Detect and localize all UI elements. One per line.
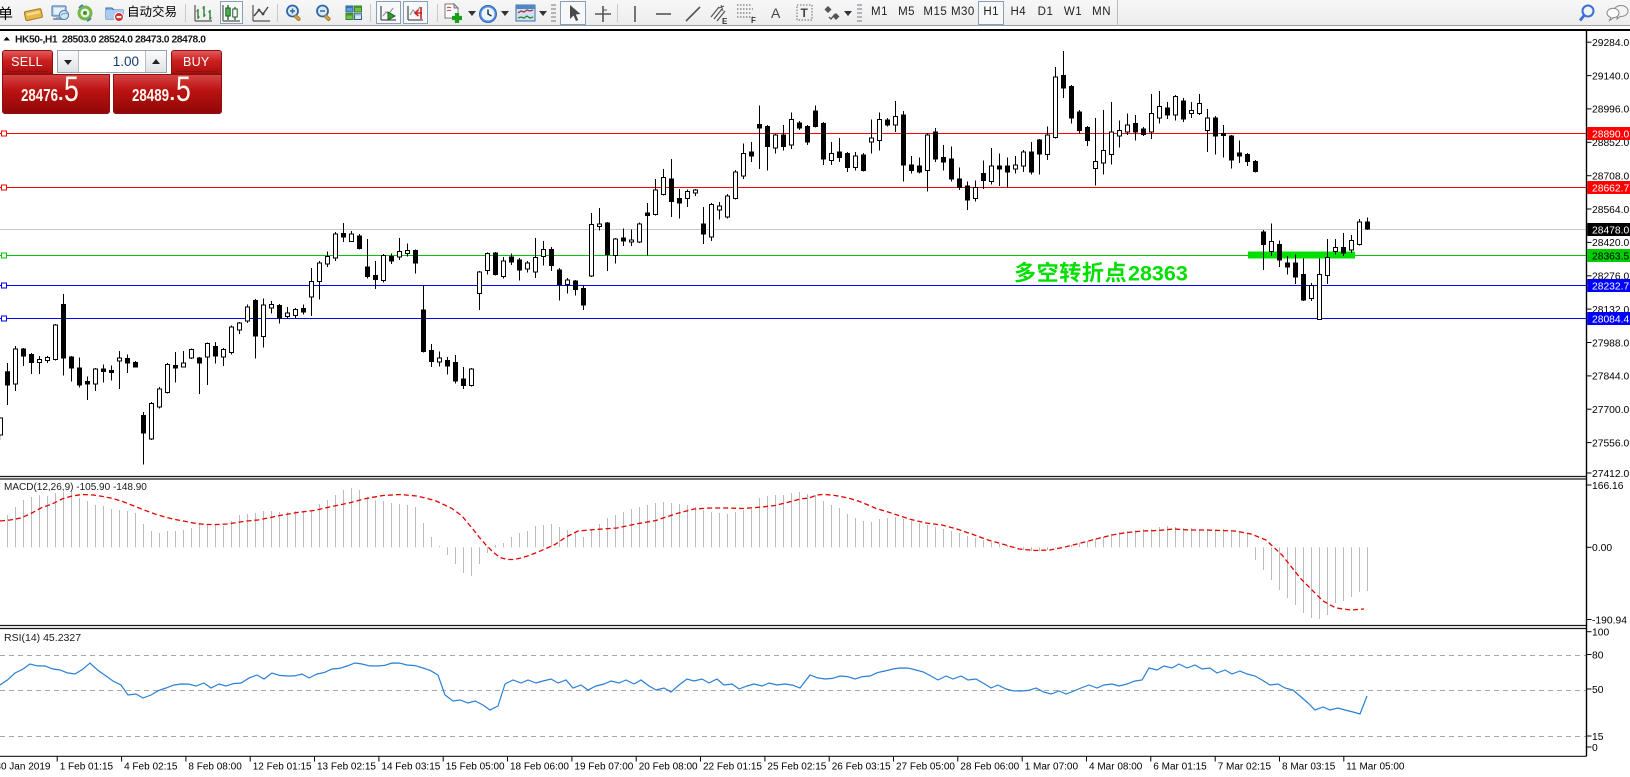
svg-text:28708.0: 28708.0 [1592,172,1629,183]
svg-text:27 Feb 05:00: 27 Feb 05:00 [896,762,955,773]
svg-text:28276.0: 28276.0 [1592,272,1629,283]
svg-text:27412.0: 27412.0 [1592,469,1629,480]
svg-text:0.00: 0.00 [1592,543,1612,554]
svg-text:15: 15 [1592,732,1604,743]
svg-text:50: 50 [1592,685,1604,696]
svg-text:28 Feb 06:00: 28 Feb 06:00 [960,762,1019,773]
svg-text:30 Jan 2019: 30 Jan 2019 [0,762,51,773]
svg-text:T: T [801,6,809,20]
svg-text:1 Mar 07:00: 1 Mar 07:00 [1025,762,1079,773]
svg-text:28564.0: 28564.0 [1592,205,1629,216]
svg-text:4 Feb 02:15: 4 Feb 02:15 [124,762,178,773]
svg-text:4 Mar 08:00: 4 Mar 08:00 [1089,762,1143,773]
svg-text:MACD(12,26,9) -105.90 -148.90: MACD(12,26,9) -105.90 -148.90 [4,482,147,493]
svg-text:28852.0: 28852.0 [1592,138,1629,149]
svg-text:1 Feb 01:15: 1 Feb 01:15 [60,762,114,773]
svg-text:28232.7: 28232.7 [1592,281,1629,292]
svg-text:RSI(14) 45.2327: RSI(14) 45.2327 [4,632,81,644]
svg-text:27700.0: 27700.0 [1592,405,1629,416]
svg-text:100: 100 [1592,628,1609,639]
svg-text:11 Mar 05:00: 11 Mar 05:00 [1346,762,1405,773]
svg-text:28662.7: 28662.7 [1592,183,1629,194]
svg-text:26 Feb 03:15: 26 Feb 03:15 [832,762,891,773]
svg-text:28363: 28363 [1128,262,1188,286]
svg-text:E: E [722,17,728,25]
svg-text:22 Feb 01:15: 22 Feb 01:15 [703,762,762,773]
svg-text:HK50-,H1 28503.0 28524.0 2847: HK50-,H1 28503.0 28524.0 28473.0 28478.0 [15,35,206,46]
svg-text:28420.0: 28420.0 [1592,238,1629,249]
svg-text:29140.0: 29140.0 [1592,71,1629,82]
svg-text:18 Feb 06:00: 18 Feb 06:00 [510,762,569,773]
svg-text:166.16: 166.16 [1592,481,1624,492]
svg-text:28478.0: 28478.0 [1592,225,1629,236]
svg-text:19 Feb 07:00: 19 Feb 07:00 [574,762,633,773]
svg-text:28890.0: 28890.0 [1592,129,1629,140]
svg-text:25 Feb 02:15: 25 Feb 02:15 [767,762,826,773]
svg-text:13 Feb 02:15: 13 Feb 02:15 [317,762,376,773]
svg-text:80: 80 [1592,650,1604,661]
svg-text:15 Feb 05:00: 15 Feb 05:00 [446,762,505,773]
svg-text:8 Feb 08:00: 8 Feb 08:00 [188,762,242,773]
svg-text:F: F [751,16,756,24]
svg-text:28363.5: 28363.5 [1592,251,1629,262]
svg-text:28996.0: 28996.0 [1592,105,1629,116]
svg-text:27988.0: 27988.0 [1592,338,1629,349]
svg-text:12 Feb 01:15: 12 Feb 01:15 [253,762,312,773]
svg-text:29284.0: 29284.0 [1592,38,1629,49]
svg-text:8 Mar 03:15: 8 Mar 03:15 [1282,762,1336,773]
svg-text:28084.4: 28084.4 [1592,314,1629,325]
svg-text:0: 0 [1592,743,1598,754]
svg-text:7 Mar 02:15: 7 Mar 02:15 [1218,762,1272,773]
svg-text:6 Mar 01:15: 6 Mar 01:15 [1153,762,1207,773]
svg-text:-190.94: -190.94 [1592,615,1627,626]
svg-text:A: A [771,5,781,21]
svg-text:14 Feb 03:15: 14 Feb 03:15 [381,762,440,773]
svg-text:20 Feb 08:00: 20 Feb 08:00 [639,762,698,773]
svg-text:27844.0: 27844.0 [1592,372,1629,383]
svg-text:27556.0: 27556.0 [1592,438,1629,449]
svg-text:28132.0: 28132.0 [1592,305,1629,316]
